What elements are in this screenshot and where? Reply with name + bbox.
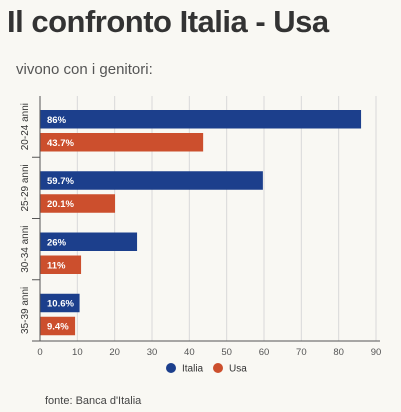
category-label: 25-29 anni — [20, 164, 31, 211]
bar-usa — [40, 255, 82, 274]
x-tick-label: 20 — [109, 347, 120, 358]
x-tick-label: 80 — [333, 347, 344, 358]
x-tick-label: 60 — [259, 347, 270, 358]
chart-title: Il confronto Italia - Usa — [7, 4, 329, 39]
data-label: 10.6% — [47, 299, 74, 310]
legend-marker — [213, 363, 223, 373]
x-tick-label: 70 — [296, 347, 307, 358]
bar-italia — [40, 293, 80, 313]
bar-italia — [40, 232, 138, 251]
x-tick-label: 30 — [147, 347, 158, 358]
bar-usa — [40, 316, 76, 336]
bar-italia — [40, 110, 362, 129]
bar-chart: 86% 43.7% 20-24 anni 59.7% 20.1% 25-29 anni 26… — [20, 96, 382, 375]
data-label: 43.7% — [47, 138, 74, 149]
legend-label: Italia — [182, 364, 204, 375]
chart-subtitle: vivono con i genitori: — [16, 61, 153, 78]
category-label: 35-39 anni — [20, 287, 31, 334]
bar-usa — [40, 194, 116, 213]
category-label: 20-24 anni — [20, 103, 31, 150]
x-tick-label: 40 — [184, 347, 195, 358]
data-label: 86% — [47, 115, 67, 126]
data-label: 9.4% — [47, 322, 69, 333]
source-note: fonte: Banca d'Italia — [45, 395, 142, 407]
data-label: 26% — [47, 237, 67, 248]
legend-marker — [166, 363, 176, 373]
data-label: 59.7% — [47, 176, 74, 187]
category-label: 30-34 anni — [20, 225, 31, 272]
bar-usa — [40, 133, 204, 152]
data-label: 11% — [47, 260, 66, 271]
x-tick-label: 10 — [72, 347, 83, 358]
x-tick-label: 90 — [371, 347, 382, 358]
bar-italia — [40, 171, 263, 190]
x-tick-label: 50 — [221, 347, 232, 358]
x-tick-label: 0 — [37, 347, 42, 358]
legend-label: Usa — [229, 364, 247, 375]
data-label: 20.1% — [47, 199, 74, 210]
